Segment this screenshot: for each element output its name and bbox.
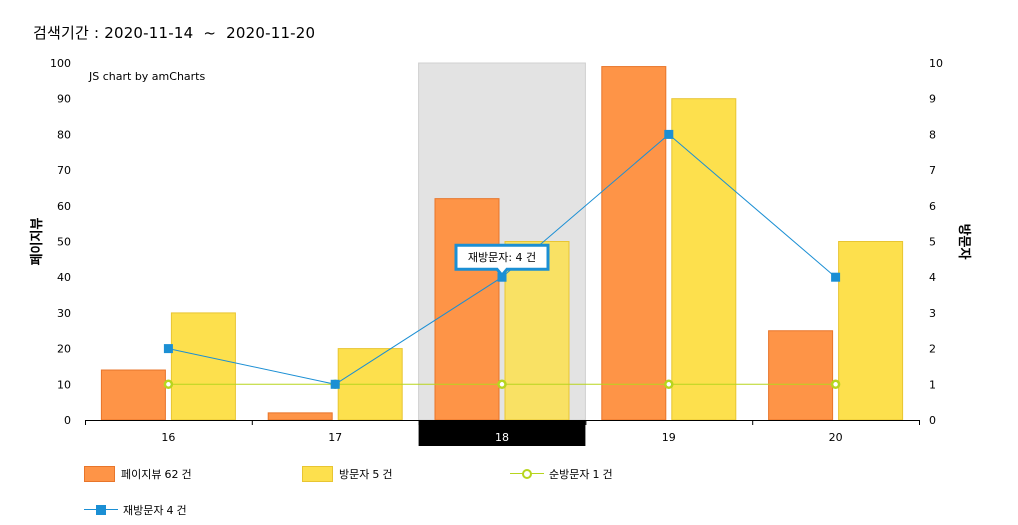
unique-visitor-point	[163, 379, 174, 390]
left-axis-tick-label: 30	[57, 307, 71, 320]
legend-unit: 건	[176, 504, 187, 517]
legend-item-pageview[interactable]: 페이지뷰 62 건	[84, 466, 192, 482]
right-axis-tick-label: 2	[929, 343, 936, 356]
right-axis-tick-label: 8	[929, 128, 936, 141]
x-axis-tick-label: 18	[495, 431, 509, 444]
chart-credit[interactable]: JS chart by amCharts	[88, 70, 205, 83]
x-axis-labels: 16 17 18 19 20	[161, 431, 842, 444]
legend-value: 62	[164, 467, 179, 481]
right-axis-tick-label: 10	[929, 57, 943, 70]
pageview-swatch-icon	[84, 466, 115, 482]
visitor-bar	[170, 312, 236, 421]
legend-unit: 건	[181, 468, 192, 481]
x-axis-tick-label: 19	[662, 431, 676, 444]
left-axis-tick-label: 100	[50, 57, 71, 70]
pageview-bar	[100, 369, 166, 421]
visitor-bar	[504, 241, 570, 421]
right-axis-tick-label: 9	[929, 93, 936, 106]
right-axis-title: 방문자	[956, 224, 972, 260]
legend-label: 재방문자	[123, 504, 164, 517]
revisit-visitor-point	[831, 272, 841, 282]
x-axis-tick-label: 16	[161, 431, 175, 444]
legend-item-visitor[interactable]: 방문자 5 건	[302, 466, 393, 482]
search-period-label: 검색기간 :	[33, 24, 100, 42]
left-axis-tick-label: 70	[57, 164, 71, 177]
right-axis-tick-label: 5	[929, 236, 936, 249]
legend-unit: 건	[382, 468, 393, 481]
revisit-visitor-point	[330, 379, 340, 389]
legend-label: 페이지뷰	[121, 468, 162, 481]
x-axis-tick-label: 17	[328, 431, 342, 444]
legend-item-unique-visitor[interactable]: 순방문자 1 건	[510, 466, 613, 482]
pageview-bar	[768, 330, 834, 421]
legend-label: 순방문자	[549, 468, 590, 481]
left-axis-tick-label: 40	[57, 271, 71, 284]
pageview-bar	[601, 66, 667, 421]
pageview-bar	[267, 412, 333, 421]
unique-visitor-point	[497, 379, 507, 390]
left-axis-tick-label: 60	[57, 200, 71, 213]
left-axis-tick-label: 80	[57, 128, 71, 141]
legend-label: 방문자	[339, 468, 370, 481]
right-axis-tick-label: 0	[929, 414, 936, 427]
tooltip: 재방문자: 4 건	[454, 243, 550, 278]
pageview-bar	[434, 198, 500, 421]
search-end-date: 2020-11-20	[226, 24, 316, 42]
tooltip-box	[454, 243, 550, 278]
left-axis-tick-label: 0	[64, 414, 71, 427]
legend-value: 1	[592, 467, 600, 481]
right-axis-tick-label: 3	[929, 307, 936, 320]
unique-visitor-point	[664, 379, 674, 390]
unique-visitor-swatch-icon	[510, 466, 544, 482]
visitor-bar	[838, 241, 904, 421]
right-axis-tick-label: 7	[929, 164, 936, 177]
left-axis-tick-label: 90	[57, 93, 71, 106]
left-axis-ticks: 0 10 20 30 40 50 60 70 80 90 100	[50, 57, 71, 427]
right-axis-tick-label: 4	[929, 271, 936, 284]
left-axis-tick-label: 10	[57, 378, 71, 391]
revisit-visitor-swatch-icon	[84, 502, 118, 518]
x-axis-tick-label: 20	[829, 431, 843, 444]
revisit-visitor-point	[664, 129, 674, 139]
left-axis-tick-label: 20	[57, 343, 71, 356]
x-axis-highlight-cell	[418, 420, 586, 446]
legend-value: 5	[372, 467, 380, 481]
search-start-date: 2020-11-14	[104, 24, 194, 42]
search-period: 검색기간 : 2020-11-14 ~ 2020-11-20	[33, 22, 315, 43]
unique-visitor-point	[830, 379, 841, 390]
legend-item-revisit-visitor[interactable]: 재방문자 4 건	[84, 502, 187, 518]
right-axis-tick-label: 6	[929, 200, 936, 213]
legend-unit: 건	[602, 468, 613, 481]
right-axis-ticks: 0 1 2 3 4 5 6 7 8 9 10	[929, 57, 943, 427]
search-separator: ~	[203, 24, 217, 42]
visitor-swatch-icon	[302, 466, 333, 482]
left-axis-tick-label: 50	[57, 236, 71, 249]
left-axis-title: 페이지뷰	[29, 218, 45, 266]
visitor-bar	[671, 98, 737, 421]
revisit-visitor-point	[163, 344, 173, 354]
right-axis-tick-label: 1	[929, 378, 936, 391]
tooltip-text: 재방문자: 4 건	[468, 251, 536, 264]
legend-value: 4	[166, 503, 174, 517]
